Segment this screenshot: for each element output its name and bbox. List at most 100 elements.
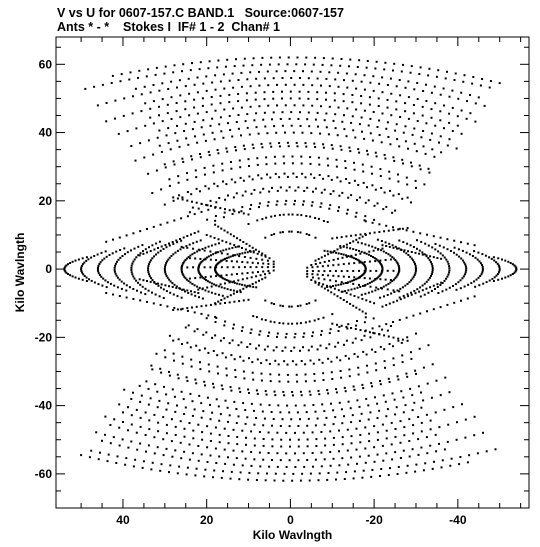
uv-point — [400, 341, 403, 344]
uv-point — [98, 274, 101, 276]
uv-point — [122, 114, 125, 117]
uv-point — [146, 280, 148, 282]
uv-point — [355, 258, 357, 260]
uv-point — [438, 442, 440, 445]
uv-point — [391, 244, 394, 247]
uv-point — [422, 469, 425, 472]
uv-point — [137, 254, 140, 257]
uv-point — [451, 130, 454, 132]
uv-point — [359, 260, 362, 263]
uv-point — [340, 58, 343, 60]
uv-point — [150, 364, 153, 367]
uv-point — [338, 206, 340, 209]
y-tick-label: 0 — [45, 262, 52, 276]
uv-point — [139, 425, 142, 428]
uv-point — [213, 138, 216, 141]
uv-point — [286, 63, 289, 66]
uv-point — [81, 271, 84, 274]
uv-point — [329, 451, 332, 453]
uv-point — [155, 169, 158, 172]
uv-point — [178, 194, 181, 197]
uv-point — [419, 232, 422, 235]
uv-point — [453, 301, 456, 304]
uv-point — [204, 185, 207, 188]
uv-point — [348, 368, 351, 371]
uv-point — [142, 279, 145, 282]
uv-point — [404, 110, 407, 113]
uv-point — [309, 173, 312, 176]
uv-point — [368, 281, 371, 284]
uv-point — [202, 258, 205, 261]
uv-point — [234, 376, 237, 378]
uv-point — [383, 334, 386, 337]
uv-point — [202, 133, 205, 136]
uv-point — [442, 246, 445, 249]
uv-point — [264, 273, 266, 276]
uv-point — [417, 453, 420, 456]
uv-point — [156, 390, 159, 393]
uv-point — [272, 418, 275, 420]
uv-point — [184, 290, 186, 293]
uv-point — [406, 464, 409, 467]
uv-point — [482, 431, 484, 434]
uv-point — [87, 258, 90, 261]
uv-point — [357, 366, 360, 369]
uv-point — [269, 373, 272, 376]
uv-point — [147, 444, 150, 447]
uv-point — [288, 425, 291, 428]
uv-point — [336, 471, 339, 474]
uv-point — [159, 223, 162, 226]
uv-point — [139, 283, 142, 286]
uv-point — [278, 176, 281, 179]
uv-point — [443, 104, 445, 107]
uv-point — [293, 83, 296, 86]
uv-point — [145, 380, 148, 383]
uv-point — [99, 261, 102, 264]
uv-point — [424, 462, 427, 465]
uv-point — [418, 164, 421, 167]
uv-point — [392, 321, 394, 323]
uv-point — [84, 87, 87, 90]
uv-point — [324, 444, 327, 447]
uv-point — [308, 125, 311, 128]
uv-point — [287, 145, 290, 148]
uv-point — [397, 378, 400, 381]
uv-point — [350, 254, 353, 257]
uv-point — [283, 172, 286, 175]
uv-point — [306, 266, 309, 269]
uv-point — [416, 120, 419, 122]
uv-point — [356, 199, 358, 202]
uv-point — [179, 441, 182, 444]
uv-point — [237, 127, 240, 130]
uv-point — [139, 230, 142, 233]
uv-point — [414, 369, 417, 372]
uv-point — [308, 234, 311, 236]
uv-point — [205, 111, 208, 114]
uv-point — [375, 277, 378, 280]
uv-point — [193, 213, 196, 216]
uv-point — [249, 85, 252, 88]
uv-point — [509, 274, 512, 277]
uv-point — [97, 458, 100, 461]
uv-point — [311, 276, 314, 279]
uv-point — [132, 232, 135, 235]
uv-point — [411, 448, 414, 451]
uv-point — [184, 406, 187, 409]
uv-point — [228, 93, 231, 96]
uv-point — [460, 132, 463, 135]
uv-point — [275, 346, 278, 349]
uv-point — [345, 339, 348, 342]
uv-point — [313, 379, 316, 382]
uv-point — [163, 72, 166, 75]
uv-point — [377, 288, 380, 291]
uv-point — [299, 479, 302, 482]
uv-point — [205, 203, 208, 206]
uv-point — [347, 255, 350, 257]
uv-point — [381, 91, 384, 94]
uv-point — [112, 293, 114, 296]
uv-point — [405, 372, 408, 375]
uv-point — [185, 473, 188, 476]
uv-point — [251, 283, 254, 285]
uv-point — [258, 431, 261, 433]
uv-point — [261, 252, 264, 255]
